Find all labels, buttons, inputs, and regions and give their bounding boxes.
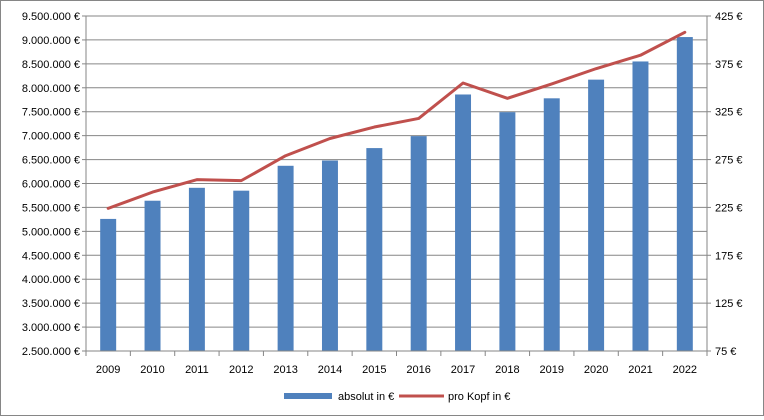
bar: [499, 112, 516, 351]
right-axis-tick-label: 125 €: [715, 298, 743, 310]
x-axis-tick-label: 2018: [495, 364, 519, 376]
legend: absolut in € pro Kopf in €: [284, 391, 510, 403]
left-axis-tick-label: 9.000.000 €: [22, 35, 80, 47]
right-axis-tick-label: 175 €: [715, 250, 743, 262]
bar: [455, 94, 472, 351]
x-axis-tick-label: 2012: [229, 364, 253, 376]
bar: [144, 200, 161, 351]
right-axis-tick-label: 75 €: [715, 346, 736, 358]
bar: [588, 79, 605, 352]
bar: [233, 190, 250, 351]
left-axis-tick-label: 3.500.000 €: [22, 298, 80, 310]
x-axis-tick-label: 2020: [584, 364, 608, 376]
line-series-path: [106, 30, 687, 210]
right-axis-tick-label: 275 €: [715, 155, 743, 167]
left-axis-tick-label: 5.500.000 €: [22, 202, 80, 214]
left-axis-tick-label: 6.500.000 €: [22, 155, 80, 167]
bar: [277, 165, 294, 351]
line-series: [106, 30, 687, 210]
left-axis-tick-label: 8.500.000 €: [22, 59, 80, 71]
x-axis-tick-label: 2021: [628, 364, 652, 376]
bar-series: [100, 37, 693, 352]
right-axis-tick-label: 325 €: [715, 107, 743, 119]
x-axis-tick-label: 2013: [273, 364, 297, 376]
bar: [321, 160, 338, 351]
right-axis-tick-labels: 75 € 125 € 175 € 225 € 275 € 325 € 375 € 425 €: [715, 11, 743, 358]
legend-line-label: pro Kopf in €: [448, 391, 510, 403]
left-axis-tick-labels: 2.500.000 € 3.000.000 € 3.500.000 € 4.000.0…: [22, 11, 80, 358]
x-axis-tick-label: 2010: [140, 364, 164, 376]
left-axis-tick-label: 4.500.000 €: [22, 250, 80, 262]
bar: [410, 136, 427, 351]
left-axis-tick-label: 3.000.000 €: [22, 322, 80, 334]
x-axis-tick-label: 2022: [673, 364, 697, 376]
legend-bar-label: absolut in €: [338, 391, 394, 403]
left-axis-tick-label: 8.000.000 €: [22, 83, 80, 95]
left-axis-tick-label: 4.000.000 €: [22, 274, 80, 286]
x-axis-tick-label: 2014: [318, 364, 342, 376]
x-axis-tick-label: 2009: [96, 364, 120, 376]
left-axis-tick-label: 7.000.000 €: [22, 131, 80, 143]
x-axis-tick-labels: 2009 2010 2011 2012 2013 2014 2015 2016 2017 2018…: [96, 364, 697, 376]
axes: [82, 15, 711, 356]
right-axis-tick-label: 375 €: [715, 59, 743, 71]
bar: [676, 37, 693, 352]
left-axis-tick-label: 5.000.000 €: [22, 226, 80, 238]
bar: [100, 218, 117, 351]
x-axis-tick-label: 2011: [185, 364, 209, 376]
bar: [543, 98, 560, 351]
left-axis-tick-label: 9.500.000 €: [22, 11, 80, 23]
bar: [632, 61, 649, 351]
bar: [366, 148, 383, 351]
left-axis-tick-label: 2.500.000 €: [22, 346, 80, 358]
x-axis-tick-label: 2017: [451, 364, 475, 376]
right-axis-tick-label: 425 €: [715, 11, 743, 23]
x-axis-tick-label: 2019: [540, 364, 564, 376]
right-axis-tick-label: 225 €: [715, 202, 743, 214]
bar: [188, 187, 205, 351]
x-axis-tick-label: 2015: [362, 364, 386, 376]
legend-bar-swatch: [284, 393, 332, 399]
left-axis-tick-label: 7.500.000 €: [22, 107, 80, 119]
left-axis-tick-label: 6.000.000 €: [22, 179, 80, 191]
x-axis-tick-label: 2016: [406, 364, 430, 376]
